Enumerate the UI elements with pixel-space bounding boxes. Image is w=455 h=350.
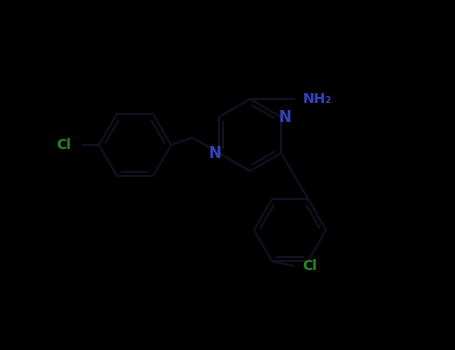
Text: N: N [279, 110, 292, 125]
Text: NH₂: NH₂ [303, 92, 332, 106]
Text: Cl: Cl [56, 138, 71, 152]
Text: N: N [208, 146, 221, 161]
Text: Cl: Cl [302, 259, 317, 273]
